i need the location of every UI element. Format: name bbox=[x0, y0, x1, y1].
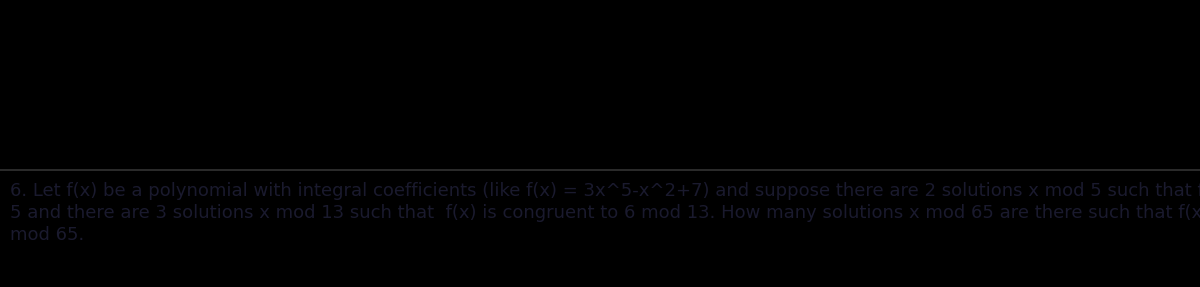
Text: 5 and there are 3 solutions x mod 13 such that  f(x) is congruent to 6 mod 13. H: 5 and there are 3 solutions x mod 13 suc… bbox=[10, 204, 1200, 222]
Text: 6. Let f(x) be a polynomial with integral coefficients (like f(x) = 3x^5-x^2+7) : 6. Let f(x) be a polynomial with integra… bbox=[10, 182, 1200, 200]
Text: mod 65.: mod 65. bbox=[10, 226, 84, 244]
